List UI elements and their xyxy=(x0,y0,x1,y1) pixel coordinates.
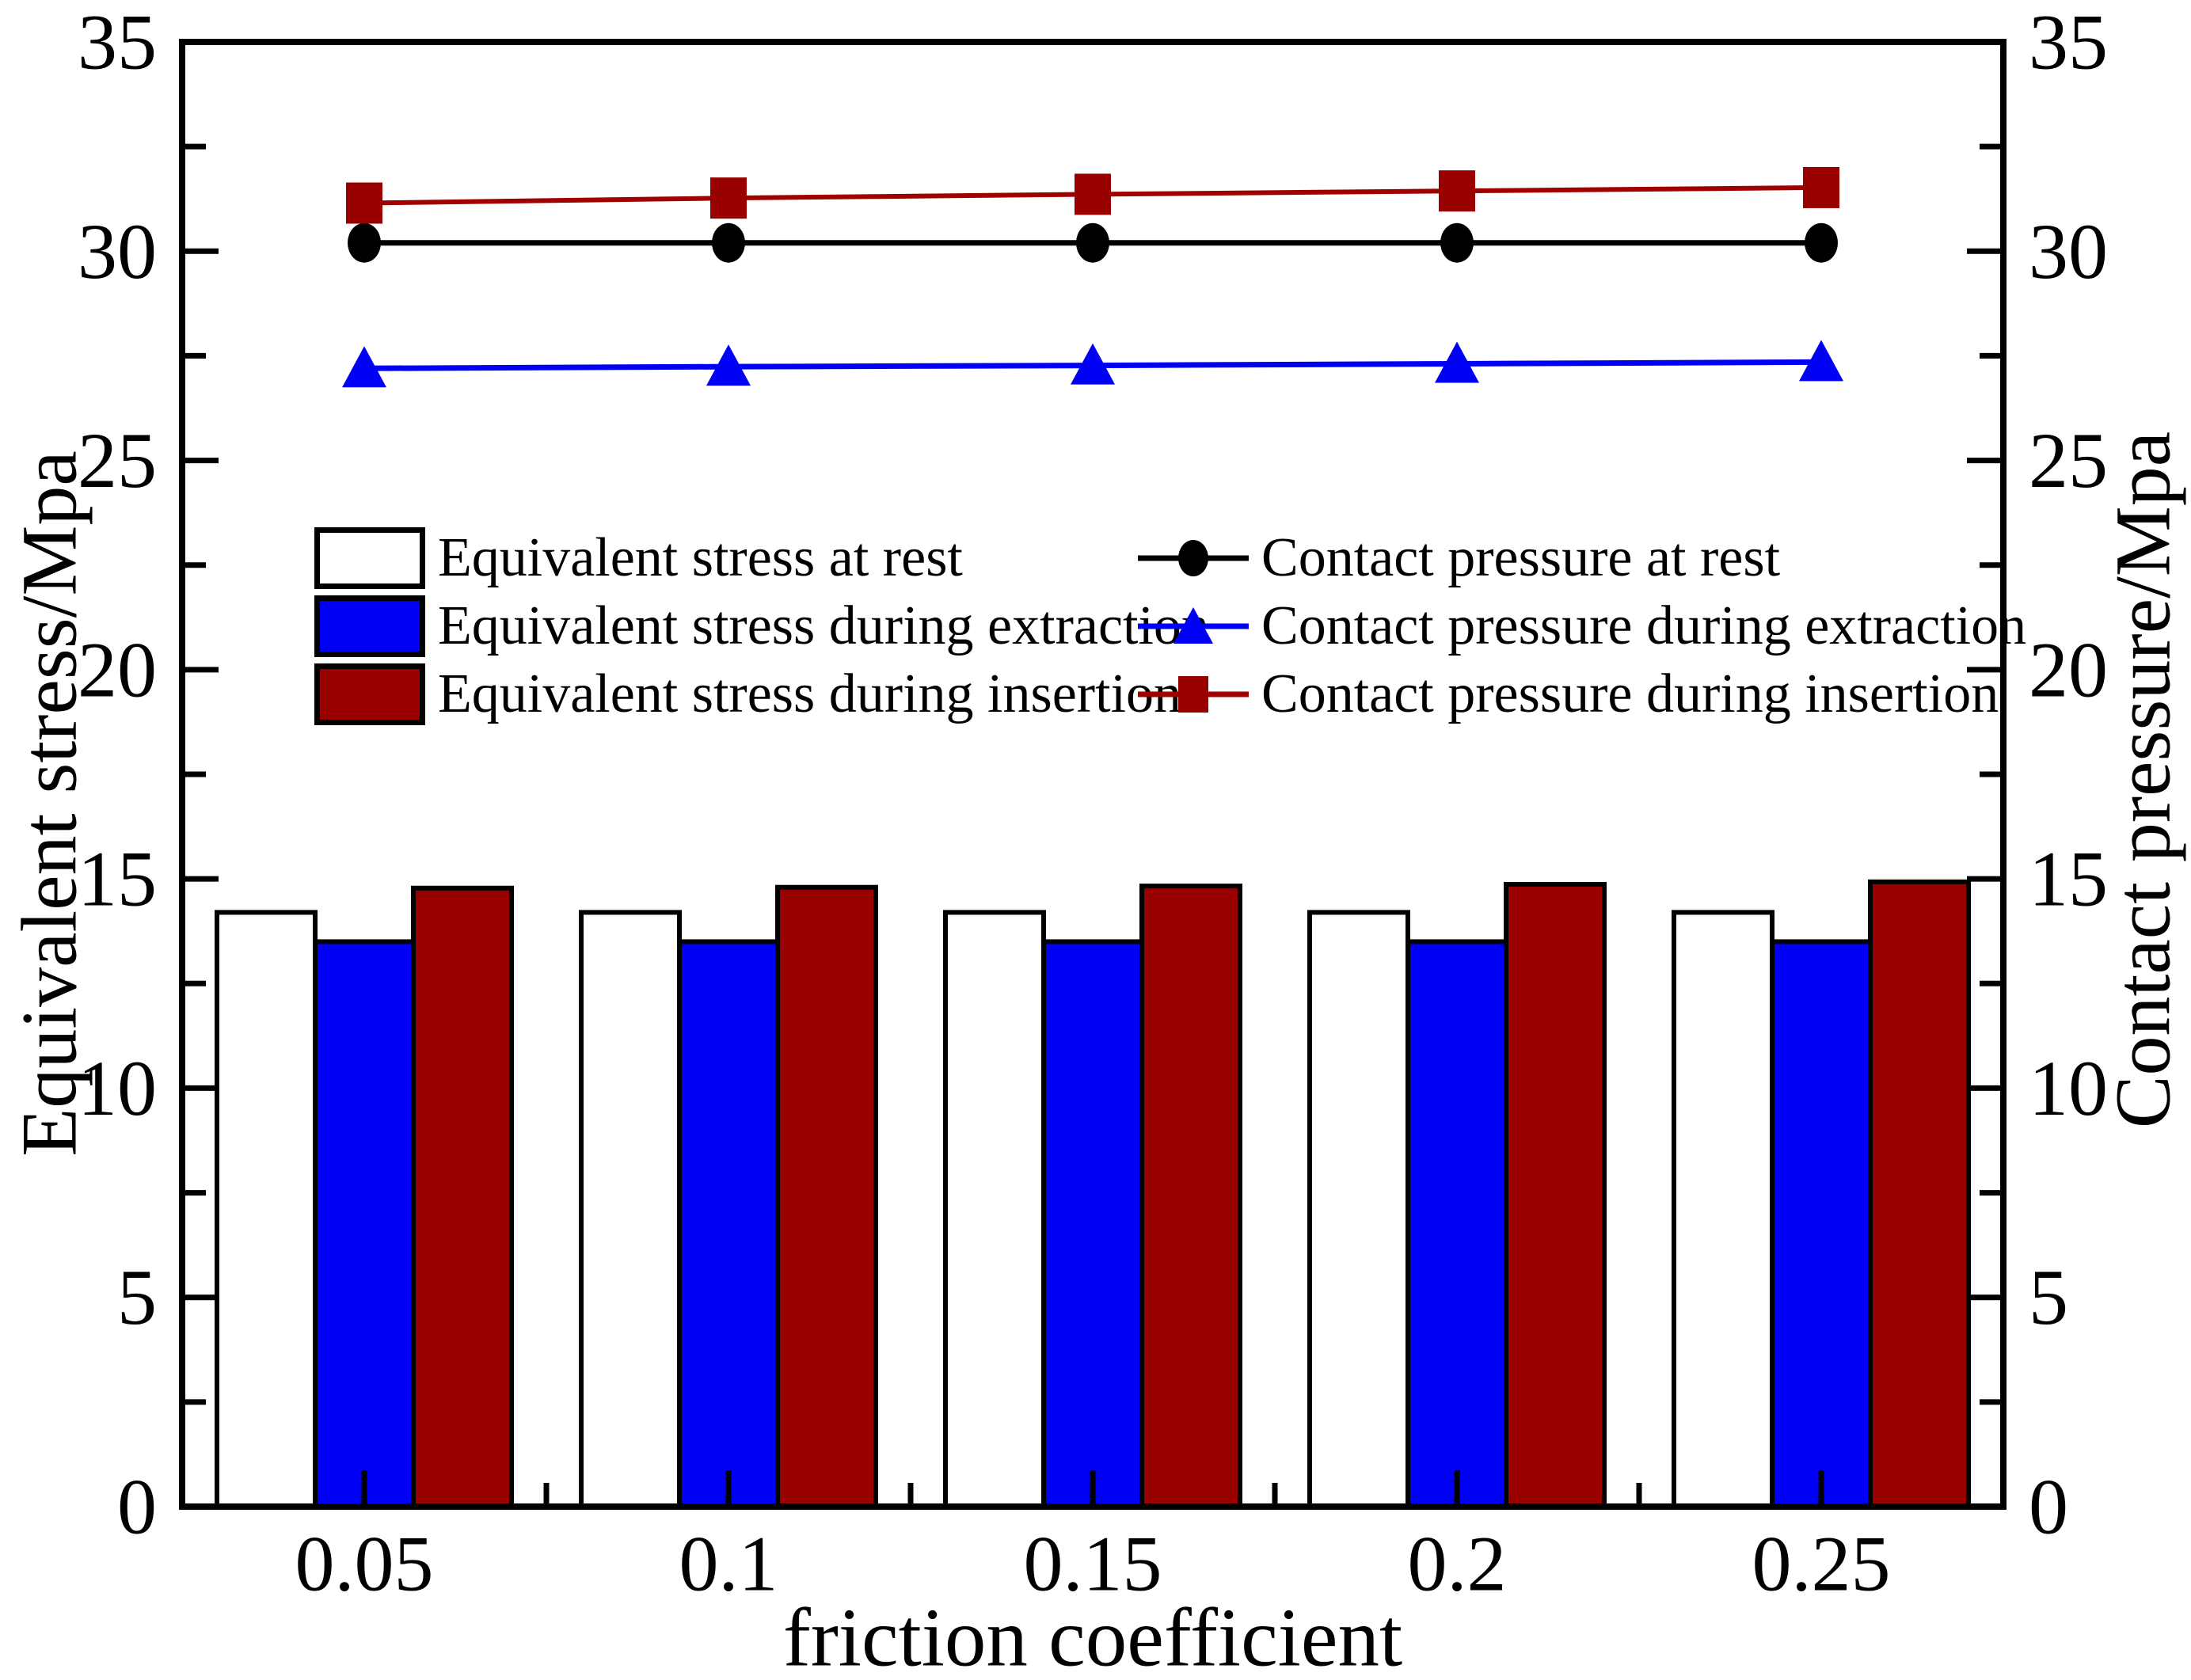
legend-item-stress-rest: Equivalent stress at rest xyxy=(314,526,963,590)
bar-equivalent-stress-during-extraction-1 xyxy=(677,939,780,1509)
triangle-marker-3 xyxy=(1435,341,1479,383)
y-left-tick-label-35: 35 xyxy=(78,0,157,86)
y-left-tick-label-5: 5 xyxy=(117,1253,157,1341)
legend-label: Contact pressure during insertion xyxy=(1261,663,1999,724)
y-right-tick-label-20: 20 xyxy=(2029,625,2108,713)
left-axis-title: Equivalent stress/Mpa xyxy=(5,450,93,1157)
x-tick-label-3: 0.2 xyxy=(1408,1520,1507,1608)
square-line-sample-icon xyxy=(1138,676,1249,713)
dark-red-bar-swatch xyxy=(314,663,425,725)
legend-item-pressure-extraction: Contact pressure during extraction xyxy=(1138,595,2026,658)
right-axis-title: Contact pressure/Mpa xyxy=(2098,431,2187,1129)
x-tick-label-0: 0.05 xyxy=(295,1520,434,1608)
square-marker-2 xyxy=(1075,173,1111,215)
bar-equivalent-stress-at-rest-0 xyxy=(215,910,318,1509)
y-left-tick-label-25: 25 xyxy=(78,416,157,504)
legend-label: Equivalent stress at rest xyxy=(438,527,963,588)
y-right-tick-label-0: 0 xyxy=(2029,1463,2068,1551)
plot-frame xyxy=(179,39,2007,1510)
legend-item-pressure-insertion: Contact pressure during insertion xyxy=(1138,663,1999,726)
y-right-tick-label-25: 25 xyxy=(2029,416,2108,504)
square-marker-4 xyxy=(1803,166,1839,208)
x-tick-label-4: 0.25 xyxy=(1752,1520,1891,1608)
y-left-tick-label-10: 10 xyxy=(78,1044,157,1132)
circle-marker-4 xyxy=(1805,222,1838,263)
y-left-tick-label-0: 0 xyxy=(117,1463,157,1551)
triangle-marker-0 xyxy=(342,346,386,388)
bar-equivalent-stress-at-rest-3 xyxy=(1307,910,1410,1509)
x-tick-label-1: 0.1 xyxy=(679,1520,778,1608)
white-bar-swatch xyxy=(314,527,425,589)
bar-equivalent-stress-during-insertion-2 xyxy=(1139,884,1242,1509)
triangle-sample-shape xyxy=(1173,607,1213,644)
y-right-tick-label-10: 10 xyxy=(2029,1044,2108,1132)
triangle-line-sample-icon xyxy=(1138,607,1249,644)
y-right-tick-label-35: 35 xyxy=(2029,0,2108,86)
bar-equivalent-stress-during-extraction-4 xyxy=(1770,939,1873,1509)
bar-equivalent-stress-during-insertion-1 xyxy=(775,884,878,1509)
bar-equivalent-stress-at-rest-2 xyxy=(943,910,1046,1509)
blue-bar-swatch xyxy=(314,595,425,657)
y-left-tick-label-20: 20 xyxy=(78,625,157,713)
circle-line-sample-icon xyxy=(1138,540,1249,576)
legend-item-stress-extraction: Equivalent stress during extraction xyxy=(314,595,1209,658)
bar-equivalent-stress-during-extraction-2 xyxy=(1041,939,1144,1509)
y-right-tick-label-30: 30 xyxy=(2029,207,2108,295)
x-axis-title: friction coefficient xyxy=(782,1591,1403,1680)
square-marker-3 xyxy=(1439,170,1475,212)
bar-equivalent-stress-during-insertion-4 xyxy=(1868,879,1971,1510)
bar-equivalent-stress-at-rest-4 xyxy=(1672,910,1774,1509)
y-right-tick-label-5: 5 xyxy=(2029,1253,2068,1341)
bar-equivalent-stress-during-insertion-3 xyxy=(1504,882,1607,1509)
triangle-marker-4 xyxy=(1799,340,1843,382)
legend-item-stress-insertion: Equivalent stress during insertion xyxy=(314,663,1181,726)
square-marker-0 xyxy=(346,182,382,224)
triangle-marker-1 xyxy=(706,344,751,386)
y-right-tick-label-15: 15 xyxy=(2029,835,2108,923)
bar-equivalent-stress-during-extraction-0 xyxy=(313,939,416,1509)
legend-item-pressure-rest: Contact pressure at rest xyxy=(1138,526,1780,590)
circle-marker-1 xyxy=(712,222,745,263)
circle-marker-3 xyxy=(1440,222,1474,263)
legend-label: Contact pressure during extraction xyxy=(1261,595,2027,656)
square-sample-shape xyxy=(1178,676,1208,713)
legend-label: Equivalent stress during insertion xyxy=(438,663,1182,724)
bar-equivalent-stress-during-extraction-3 xyxy=(1406,939,1508,1509)
x-tick-label-2: 0.15 xyxy=(1024,1520,1162,1608)
circle-sample-shape xyxy=(1178,540,1208,576)
triangle-marker-2 xyxy=(1071,343,1115,385)
bar-equivalent-stress-at-rest-1 xyxy=(579,910,682,1509)
y-left-tick-label-30: 30 xyxy=(78,207,157,295)
legend-label: Contact pressure at rest xyxy=(1261,527,1781,588)
y-left-tick-label-15: 15 xyxy=(78,835,157,923)
legend-label: Equivalent stress during extraction xyxy=(438,595,1209,656)
circle-marker-2 xyxy=(1076,222,1109,263)
square-marker-1 xyxy=(710,177,747,219)
circle-marker-0 xyxy=(348,222,381,263)
bar-equivalent-stress-during-insertion-0 xyxy=(411,885,514,1510)
